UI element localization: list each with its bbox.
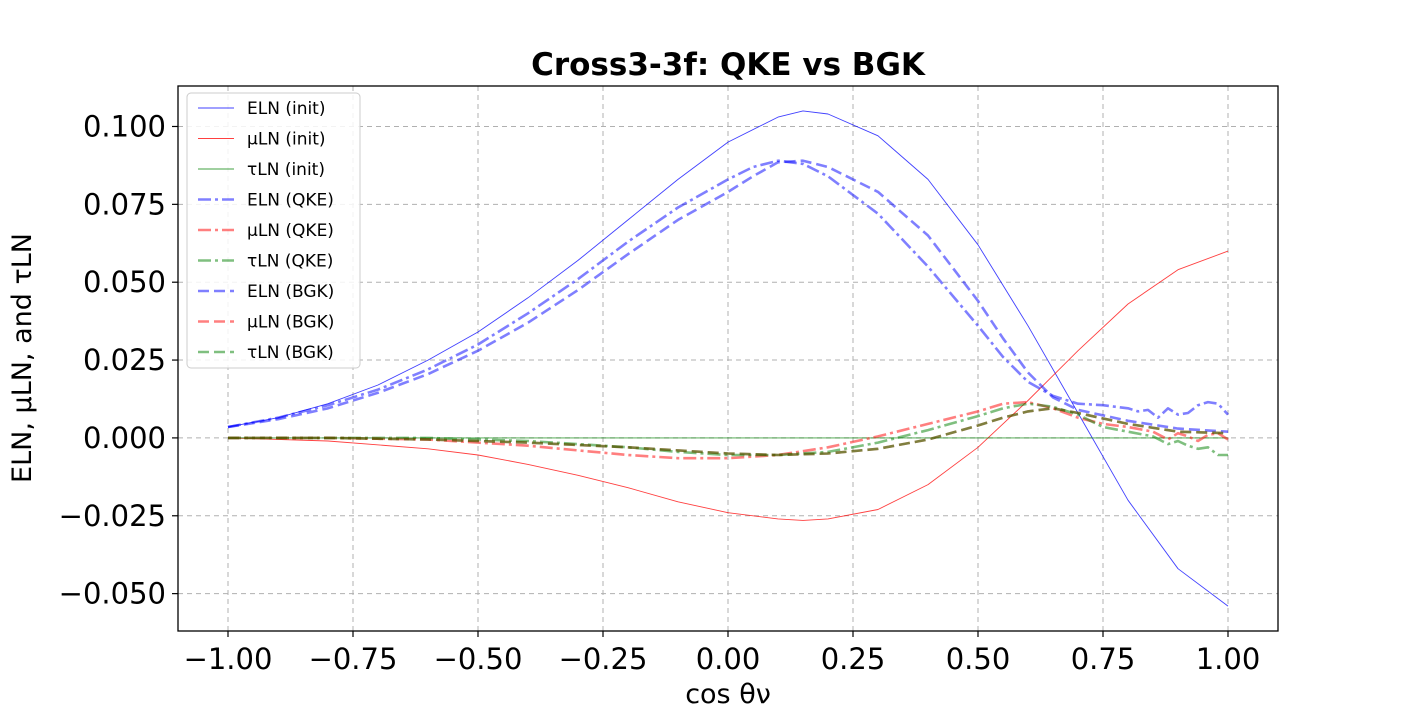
x-tick-label: 0.75 bbox=[1071, 642, 1136, 676]
y-tick-label: 0.100 bbox=[83, 109, 166, 143]
legend: ELN (init) μLN (init) τLN (init) ELN (QKE) μ… bbox=[186, 92, 361, 369]
series-line-8 bbox=[228, 406, 1229, 457]
legend-label: τLN (init) bbox=[247, 160, 325, 180]
series-line-5 bbox=[228, 402, 1228, 457]
y-tick-label: 0.075 bbox=[83, 187, 166, 221]
series-line-3 bbox=[227, 159, 1229, 429]
legend-label: μLN (BGK) bbox=[247, 313, 334, 333]
legend-label: μLN (init) bbox=[247, 130, 326, 150]
x-tick-label: −0.50 bbox=[434, 642, 523, 676]
x-tick-label: 0.25 bbox=[821, 642, 886, 676]
x-tick-label: −0.75 bbox=[309, 642, 398, 676]
x-axis-label: cos θν bbox=[685, 679, 771, 710]
y-tick-label: 0.000 bbox=[83, 421, 166, 455]
legend-label: τLN (QKE) bbox=[247, 252, 333, 272]
legend-label: ELN (BGK) bbox=[247, 282, 334, 302]
series-line-0 bbox=[227, 110, 1229, 607]
legend-label: ELN (QKE) bbox=[247, 191, 334, 211]
x-tick-label: 0.00 bbox=[696, 642, 761, 676]
x-tick-label: 0.50 bbox=[946, 642, 1011, 676]
series-layer bbox=[227, 110, 1229, 607]
y-tick-label: −0.025 bbox=[59, 499, 166, 533]
legend-label: μLN (QKE) bbox=[247, 221, 334, 241]
series-line-4 bbox=[228, 400, 1229, 460]
legend-label: τLN (BGK) bbox=[247, 343, 334, 363]
x-axis: −1.00 −0.75 −0.50 −0.25 0.00 0.25 0.50 0.75 1.00 bbox=[184, 631, 1261, 676]
series-line-6 bbox=[227, 159, 1229, 433]
y-tick-label: −0.050 bbox=[59, 577, 166, 611]
legend-box bbox=[186, 92, 361, 369]
chart-title: Cross3-3f: QKE vs BGK bbox=[531, 47, 926, 83]
legend-label: ELN (init) bbox=[247, 99, 325, 119]
y-axis-label: ELN, μLN, and τLN bbox=[7, 233, 38, 483]
y-tick-label: 0.025 bbox=[83, 343, 166, 377]
x-tick-label: −1.00 bbox=[184, 642, 273, 676]
x-tick-label: −0.25 bbox=[559, 642, 648, 676]
series-line-1 bbox=[227, 250, 1229, 521]
y-tick-label: 0.050 bbox=[83, 265, 166, 299]
y-axis: −0.050 −0.025 0.000 0.025 0.050 0.075 0.100 bbox=[59, 109, 178, 611]
x-tick-label: 1.00 bbox=[1196, 642, 1261, 676]
grid bbox=[178, 86, 1278, 631]
